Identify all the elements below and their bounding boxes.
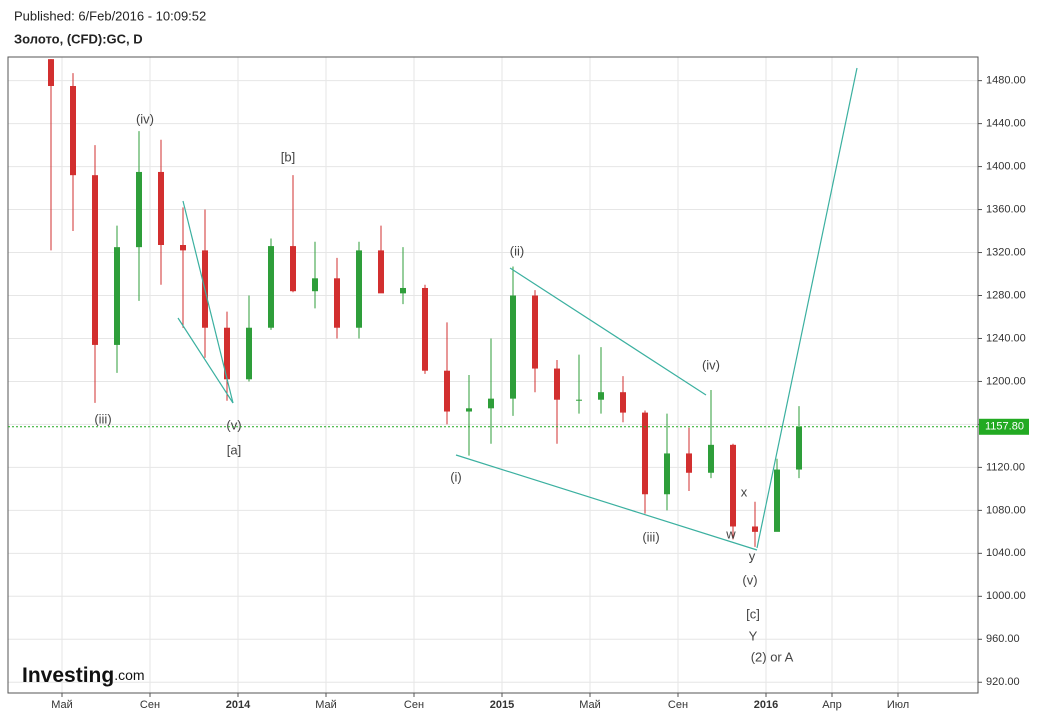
candle-body [312, 278, 318, 292]
candle-body [400, 287, 406, 294]
candle-body [752, 526, 758, 532]
candle-body [378, 250, 384, 294]
candle-body [48, 59, 54, 87]
x-tick-label: 2015 [490, 699, 514, 711]
candle-body [730, 444, 736, 527]
logo: Investing.com [22, 664, 145, 687]
y-tick-label: 1480.00 [986, 75, 1026, 87]
y-tick-label: 920.00 [986, 676, 1020, 688]
grid [8, 57, 978, 693]
candle-body [576, 399, 582, 401]
plot-frame [7, 56, 979, 694]
trend-line [182, 200, 234, 404]
y-tick-label: 1280.00 [986, 289, 1026, 301]
candles [48, 59, 802, 547]
candle-body [708, 444, 714, 473]
x-tick-label: Май [579, 699, 601, 711]
x-tick-label: Июл [887, 699, 909, 711]
trend-line [509, 267, 707, 396]
candle-body [92, 175, 98, 345]
candle-body [686, 453, 692, 473]
wave-label: Y [749, 628, 758, 643]
candle-body [774, 469, 780, 532]
candle-body [290, 246, 296, 292]
x-tick-label: Май [51, 699, 73, 711]
x-tick-label: Сен [140, 699, 160, 711]
x-tick-label: Сен [668, 699, 688, 711]
trend-line [455, 454, 758, 551]
wave-lines [177, 67, 858, 551]
candle-body [598, 392, 604, 400]
wave-label: (iv) [136, 111, 154, 126]
wave-label: (ii) [510, 243, 524, 258]
wave-labels: (iii) (iv) (v) [a] [b] (i) (ii) (iii) (i… [94, 111, 793, 664]
x-tick-label: Сен [404, 699, 424, 711]
current-price-box [979, 418, 1029, 435]
candle-body [796, 426, 802, 470]
y-tick-label: 1400.00 [986, 160, 1026, 172]
wave-label: [b] [281, 149, 295, 164]
y-tick-label: 1120.00 [986, 461, 1025, 473]
wave-label: (iv) [702, 357, 720, 372]
candle-body [532, 295, 538, 369]
candle-body [334, 278, 340, 328]
y-tick-label: 1040.00 [986, 547, 1026, 559]
y-tick-label: 1320.00 [986, 246, 1026, 258]
published: Published: 6/Feb/2016 - 10:09:52 [14, 8, 206, 23]
candle-body [664, 453, 670, 495]
y-tick-label: 1000.00 [986, 590, 1026, 602]
trend-line [177, 317, 234, 404]
candle-body [246, 327, 252, 380]
candle-body [642, 412, 648, 495]
trend-line [756, 67, 858, 549]
candle-body [158, 171, 164, 246]
wave-label: (iii) [94, 411, 111, 426]
wave-label: (i) [450, 469, 462, 484]
candle-body [488, 398, 494, 409]
y-tick-label: 1240.00 [986, 332, 1026, 344]
candle-body [554, 368, 560, 400]
logo-brand: Investing [22, 664, 114, 687]
y-tick-label: 1440.00 [986, 118, 1026, 130]
logo-suffix: .com [114, 667, 144, 683]
current-price-label: 1157.80 [985, 421, 1024, 433]
candle-body [268, 246, 274, 328]
candle-body [224, 327, 230, 380]
x-tick-label: Май [315, 699, 337, 711]
wave-label: (v) [742, 572, 757, 587]
wave-label: x [741, 484, 748, 499]
candle-body [466, 408, 472, 412]
x-tick-label: 2016 [754, 699, 778, 711]
wave-label: [c] [746, 606, 760, 621]
candle-body [114, 247, 120, 345]
y-tick-label: 1080.00 [986, 504, 1026, 516]
y-tick-label: 1360.00 [986, 203, 1026, 215]
candle-body [620, 392, 626, 413]
wave-label: (v) [226, 417, 241, 432]
candle-body [510, 295, 516, 399]
candle-body [444, 370, 450, 412]
x-tick-label: Апр [822, 699, 841, 711]
wave-label: w [725, 526, 736, 541]
wave-label: [a] [227, 442, 241, 457]
x-tick-label: 2014 [226, 699, 251, 711]
candle-body [70, 86, 76, 176]
candle-body [180, 245, 186, 251]
y-tick-label: 1200.00 [986, 375, 1026, 387]
instrument: Золото, (CFD):GC, D [14, 31, 143, 46]
y-tick-label: 960.00 [986, 633, 1020, 645]
wave-label: (2) or A [751, 649, 794, 664]
wave-label: (iii) [642, 529, 659, 544]
candle-body [136, 171, 142, 248]
candle-body [356, 250, 362, 328]
candle-body [422, 287, 428, 371]
wave-label: y [749, 548, 756, 563]
